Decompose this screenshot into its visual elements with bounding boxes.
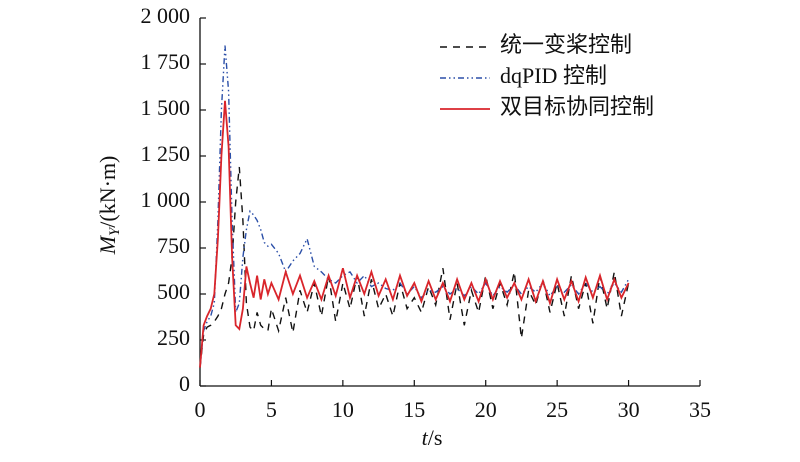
y-tick-label: 2 000 xyxy=(141,3,191,28)
y-tick-label: 500 xyxy=(157,279,190,304)
series-line xyxy=(199,166,630,368)
series-line xyxy=(199,100,630,368)
x-tick-label: 25 xyxy=(546,397,568,422)
series-line xyxy=(199,45,630,368)
x-tick-label: 5 xyxy=(266,397,277,422)
y-tick-label: 0 xyxy=(179,371,190,396)
y-tick-label: 1 500 xyxy=(141,95,191,120)
y-tick-label: 1 000 xyxy=(141,187,191,212)
legend-label: 统一变桨控制 xyxy=(500,32,632,57)
y-axis-label: MY/(kN·m) xyxy=(95,156,123,256)
x-tick-label: 20 xyxy=(475,397,497,422)
y-tick-label: 1 750 xyxy=(141,49,191,74)
y-tick-label: 750 xyxy=(157,233,190,258)
y-tick-label: 1 250 xyxy=(141,141,191,166)
x-tick-label: 30 xyxy=(618,397,640,422)
x-tick-label: 35 xyxy=(689,397,711,422)
x-tick-label: 15 xyxy=(403,397,425,422)
x-tick-label: 0 xyxy=(195,397,206,422)
legend-label: 双目标协同控制 xyxy=(500,94,654,119)
y-tick-label: 250 xyxy=(157,325,190,350)
x-tick-label: 10 xyxy=(332,397,354,422)
legend-label: dqPID 控制 xyxy=(500,63,607,88)
x-axis-label: t/s xyxy=(422,425,443,450)
